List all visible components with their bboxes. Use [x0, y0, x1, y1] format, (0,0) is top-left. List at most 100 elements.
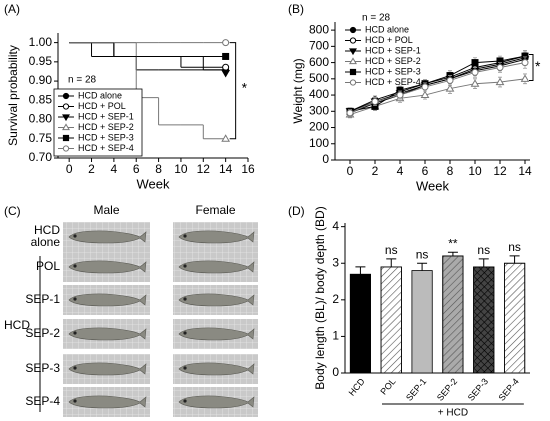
- x-tick-label: 2: [88, 162, 95, 176]
- fish-eye: [73, 331, 77, 335]
- marker: [349, 68, 357, 76]
- x-tick-label: SEP-1: [404, 376, 428, 402]
- bar-hatch: [473, 266, 495, 374]
- marker: [471, 68, 479, 76]
- row-label: SEP-3: [25, 361, 60, 375]
- x-tick-label: 0: [347, 164, 354, 178]
- error-bar: [447, 251, 458, 256]
- y-tick-label: 400: [309, 87, 329, 101]
- fish-eye: [73, 399, 77, 403]
- y-tick-label: 0.80: [29, 112, 53, 126]
- fish-eye: [183, 366, 187, 370]
- marker: [62, 92, 70, 100]
- fish: [68, 260, 147, 274]
- row-label: HCD: [34, 223, 60, 237]
- fish-eye: [73, 264, 77, 268]
- fish-eye: [73, 366, 77, 370]
- marker: [396, 91, 404, 99]
- marker: [62, 114, 70, 122]
- panel-label: (D): [288, 204, 305, 218]
- fish: [178, 395, 255, 409]
- column-label: Female: [195, 203, 235, 217]
- fish: [178, 362, 255, 376]
- marker: [471, 59, 479, 67]
- error-bar: [478, 258, 489, 267]
- series-line: [349, 62, 526, 114]
- marker: [349, 57, 357, 65]
- marker: [520, 74, 530, 82]
- y-axis-label: Body length (BL)/ body depth (BD): [313, 206, 327, 389]
- x-tick-label: 0: [66, 162, 73, 176]
- legend-label: HCD + POL: [365, 35, 413, 45]
- row-label: SEP-2: [25, 326, 60, 340]
- row-label: SEP-4: [25, 394, 60, 408]
- y-tick-label: 700: [309, 39, 329, 53]
- fish: [68, 362, 147, 376]
- y-axis-label: Weight (mg): [291, 58, 305, 123]
- fish: [178, 293, 255, 307]
- marker: [420, 90, 430, 99]
- column-label: Male: [93, 203, 119, 217]
- legend-label: HCD + SEP-1: [365, 45, 421, 55]
- x-tick-label: POL: [378, 376, 397, 396]
- fish-eye: [183, 399, 187, 403]
- annotation: n = 28: [362, 13, 391, 24]
- error-bar: [417, 262, 428, 271]
- marker: [521, 59, 529, 67]
- x-tick-label: 4: [111, 162, 118, 176]
- legend-label: HCD + POL: [78, 101, 126, 111]
- x-tick-label: SEP-4: [497, 376, 521, 402]
- marker: [349, 26, 357, 34]
- significance-label: ns: [416, 247, 429, 261]
- marker: [349, 79, 357, 86]
- x-tick-label: 8: [447, 164, 454, 178]
- legend-label: HCD + SEP-2: [78, 122, 134, 132]
- x-tick-label: SEP-3: [466, 376, 490, 402]
- fish: [68, 230, 147, 244]
- x-axis-label: Week: [137, 176, 170, 191]
- y-tick-label: 3: [332, 255, 339, 269]
- legend-label: HCD + SEP-4: [365, 77, 421, 87]
- bar: [411, 270, 433, 374]
- legend-label: HCD + SEP-1: [78, 111, 134, 121]
- y-tick-label: 0.90: [29, 73, 53, 87]
- marker: [62, 134, 70, 142]
- x-tick-label: 12: [493, 164, 507, 178]
- marker: [222, 39, 230, 47]
- x-tick-label: 8: [155, 162, 162, 176]
- marker: [421, 83, 429, 91]
- bar: [349, 273, 371, 374]
- x-tick-label: 12: [197, 162, 211, 176]
- y-tick-label: 0.70: [29, 150, 53, 164]
- fish-eye: [73, 297, 77, 301]
- x-tick-label: HCD: [347, 376, 368, 398]
- annotation: n = 28: [68, 75, 97, 86]
- fish: [178, 230, 255, 244]
- y-tick-label: 2: [332, 292, 339, 306]
- bracket: [529, 53, 534, 81]
- marker: [221, 70, 231, 78]
- marker: [62, 123, 70, 131]
- x-axis-label: Week: [416, 178, 449, 193]
- bar-hatch: [380, 266, 402, 374]
- bracket: [229, 42, 237, 140]
- marker: [445, 84, 455, 92]
- fish: [68, 327, 147, 341]
- y-tick-label: 1.00: [29, 35, 53, 49]
- y-tick-label: 0.75: [29, 131, 53, 145]
- annotation: *: [242, 79, 248, 95]
- error-bar: [355, 266, 366, 275]
- x-tick-label: 4: [397, 164, 404, 178]
- panel-label: (C): [4, 204, 21, 218]
- series-line: [349, 78, 526, 116]
- row-label: SEP-1: [25, 292, 60, 306]
- bar-hatch: [442, 255, 464, 374]
- error-bar: [509, 255, 520, 264]
- y-tick-label: 100: [309, 136, 329, 150]
- y-tick-label: 1: [332, 329, 339, 343]
- significance-label: ns: [477, 243, 490, 257]
- annotation: *: [535, 58, 541, 74]
- significance-label: ns: [508, 240, 521, 254]
- x-tick-label: 14: [219, 162, 233, 176]
- x-tick-label: 6: [422, 164, 429, 178]
